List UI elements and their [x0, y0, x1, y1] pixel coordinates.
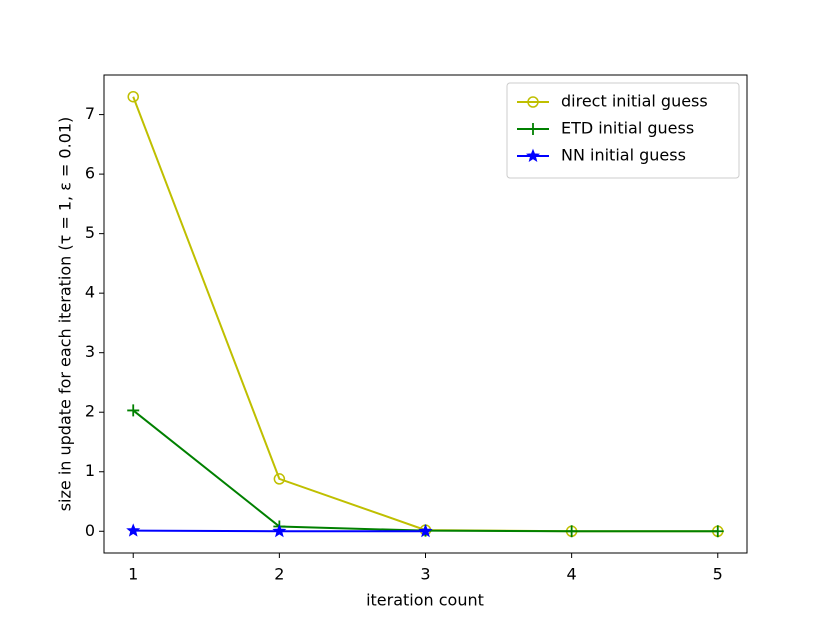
x-tick-label: 1 — [128, 565, 138, 584]
plot-frame — [103, 74, 748, 554]
legend-box — [506, 82, 740, 179]
y-tick-label: 7 — [85, 104, 95, 123]
y-tick-label: 1 — [85, 461, 95, 480]
data-point — [565, 525, 578, 538]
data-point — [127, 404, 140, 417]
y-tick-label: 3 — [85, 342, 95, 361]
x-axis-label: iteration count — [366, 591, 484, 610]
y-tick-label: 0 — [85, 521, 95, 540]
data-point — [418, 523, 433, 538]
x-tick-label: 2 — [274, 565, 284, 584]
legend-marker — [527, 96, 539, 108]
y-tick-label: 5 — [85, 223, 95, 242]
legend-marker — [527, 123, 539, 135]
data-point — [272, 523, 287, 538]
data-point — [273, 473, 286, 485]
legend-label: NN initial guess — [561, 146, 686, 165]
data-point — [126, 523, 141, 537]
x-tick-label: 4 — [567, 565, 577, 584]
legend-marker — [525, 148, 541, 162]
y-tick-label: 6 — [85, 164, 95, 183]
x-tick-label: 3 — [420, 565, 430, 584]
legend-label: ETD initial guess — [561, 119, 694, 138]
x-tick-label: 5 — [713, 565, 723, 584]
legend-label: direct initial guess — [561, 92, 708, 111]
data-point — [711, 525, 724, 538]
y-axis-label: size in update for each iteration (τ = 1… — [56, 117, 75, 512]
data-point — [127, 90, 139, 103]
y-tick-label: 4 — [85, 283, 95, 302]
y-tick-label: 2 — [85, 402, 95, 421]
